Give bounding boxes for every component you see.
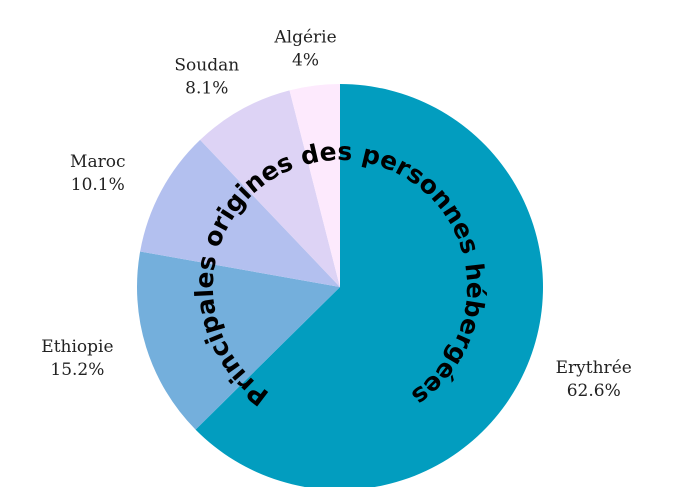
- slice-value: 15.2%: [50, 360, 104, 380]
- slice-value: 62.6%: [567, 381, 621, 401]
- slice-label: Erythrée: [556, 358, 632, 378]
- slice-value: 10.1%: [71, 175, 125, 195]
- slice-label: Soudan: [174, 56, 239, 76]
- pie-slice: [195, 84, 543, 487]
- slice-value: 4%: [292, 50, 319, 70]
- slice-label: Maroc: [70, 152, 125, 172]
- pie-slice: [137, 251, 340, 430]
- slice-label: Algérie: [273, 27, 336, 47]
- pie-slice: [200, 90, 340, 287]
- slice-label: Ethiopie: [41, 337, 113, 357]
- pie-slice: [289, 84, 340, 287]
- pie-slice: [140, 139, 340, 287]
- slice-value: 8.1%: [185, 79, 228, 99]
